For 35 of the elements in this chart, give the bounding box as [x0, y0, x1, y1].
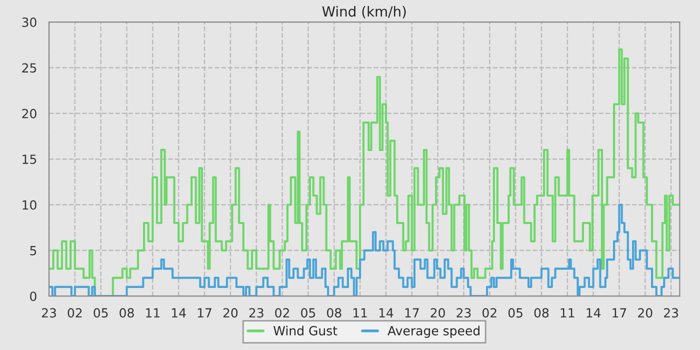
x-tick-label: 02 [275, 308, 289, 318]
y-tick-label: 20 [22, 108, 36, 118]
x-tick-label: 23 [249, 308, 264, 318]
x-tick-label: 20 [430, 308, 445, 318]
chart-title: Wind (km/h) [322, 6, 406, 18]
y-tick-label: 5 [30, 246, 36, 256]
x-tick-label: 11 [560, 308, 574, 318]
legend-label: Wind Gust [274, 326, 338, 336]
x-tick-label: 23 [456, 308, 471, 318]
x-tick-label: 08 [120, 308, 134, 318]
y-tick-label: 30 [22, 18, 36, 27]
legend-label: Average speed [388, 326, 480, 338]
x-tick-label: 20 [223, 308, 238, 318]
x-tick-label: 02 [68, 308, 82, 318]
x-tick-label: 14 [172, 308, 186, 318]
x-tick-label: 11 [353, 308, 367, 318]
x-tick-label: 08 [534, 308, 549, 318]
x-tick-label: 14 [586, 308, 601, 318]
x-tick-label: 17 [612, 308, 626, 318]
x-tick-label: 08 [326, 308, 342, 318]
x-tick-label: 05 [301, 308, 316, 318]
x-tick-label: 05 [508, 308, 522, 318]
x-tick-label: 23 [42, 308, 56, 318]
x-tick-label: 11 [146, 308, 160, 318]
x-tick-label: 14 [379, 308, 394, 318]
y-tick-label: 15 [22, 154, 36, 164]
y-tick-label: 10 [22, 200, 36, 210]
x-tick-label: 23 [664, 308, 678, 318]
x-tick-label: 02 [482, 308, 496, 318]
x-tick-label: 05 [94, 308, 108, 318]
x-tick-label: 20 [638, 308, 652, 318]
x-tick-label: 17 [405, 308, 419, 318]
y-tick-label: 25 [22, 63, 36, 73]
y-tick-label: 0 [30, 292, 36, 302]
x-tick-label: 17 [198, 308, 212, 318]
